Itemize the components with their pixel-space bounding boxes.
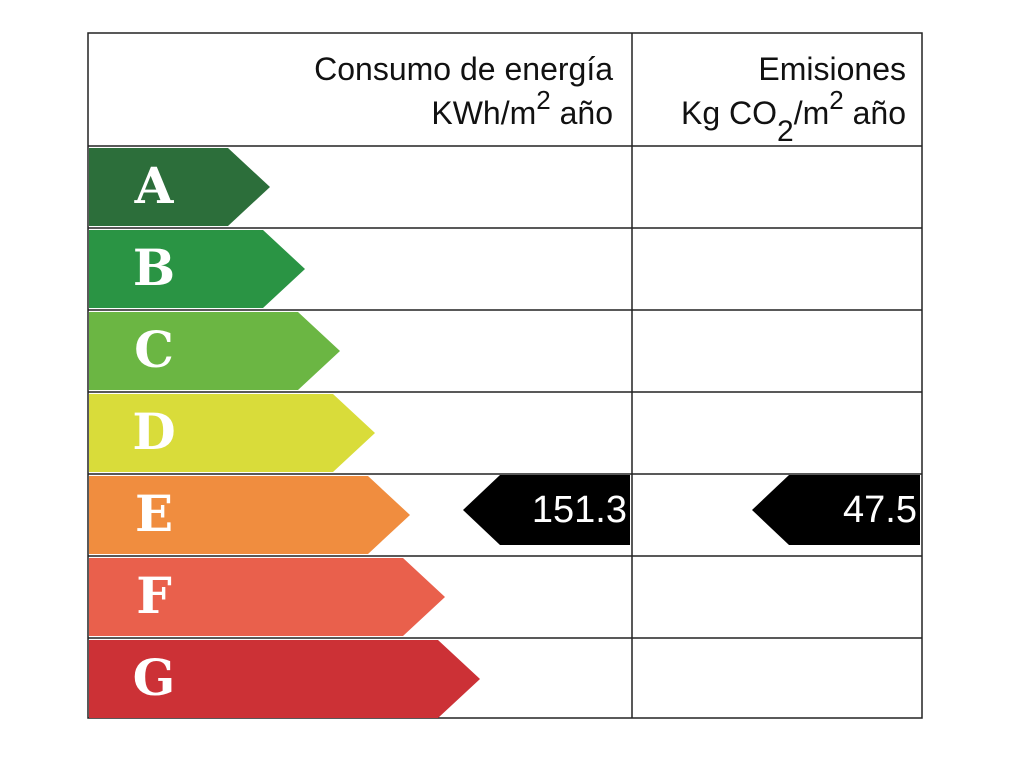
rating-arrow (89, 148, 270, 226)
unit-text: año (844, 95, 906, 131)
rating-arrow (89, 312, 340, 390)
rating-letter: G (133, 648, 176, 707)
unit-sup: 2 (536, 85, 550, 115)
rating-arrow (89, 394, 375, 472)
rating-arrow (89, 640, 480, 718)
value-text: 151.3 (532, 489, 627, 531)
rating-arrow (89, 476, 410, 554)
value-text: 47.5 (843, 489, 917, 531)
rating-letter: C (134, 320, 174, 379)
rating-arrow (89, 558, 445, 636)
value-pointer (463, 475, 630, 545)
table-border (87, 32, 923, 719)
unit-text: KWh/m (431, 95, 536, 131)
unit-text: /m (794, 95, 830, 131)
rating-letter: D (132, 402, 175, 461)
rating-arrow (89, 230, 305, 308)
unit-text: Kg CO (681, 95, 777, 131)
unit-sub: 2 (777, 115, 794, 148)
rating-letter: E (135, 484, 173, 543)
energy-title: Consumo de energía (314, 51, 613, 87)
rating-letter: A (134, 156, 175, 215)
energy-unit: KWh/m2 año (431, 85, 613, 131)
value-pointer (752, 475, 920, 545)
rating-letter: B (133, 238, 175, 297)
rating-letter: F (136, 566, 172, 625)
emissions-title: Emisiones (758, 51, 906, 87)
unit-text: año (551, 95, 613, 131)
emissions-unit: Kg CO2/m2 año (681, 85, 906, 148)
unit-sup: 2 (829, 85, 843, 115)
